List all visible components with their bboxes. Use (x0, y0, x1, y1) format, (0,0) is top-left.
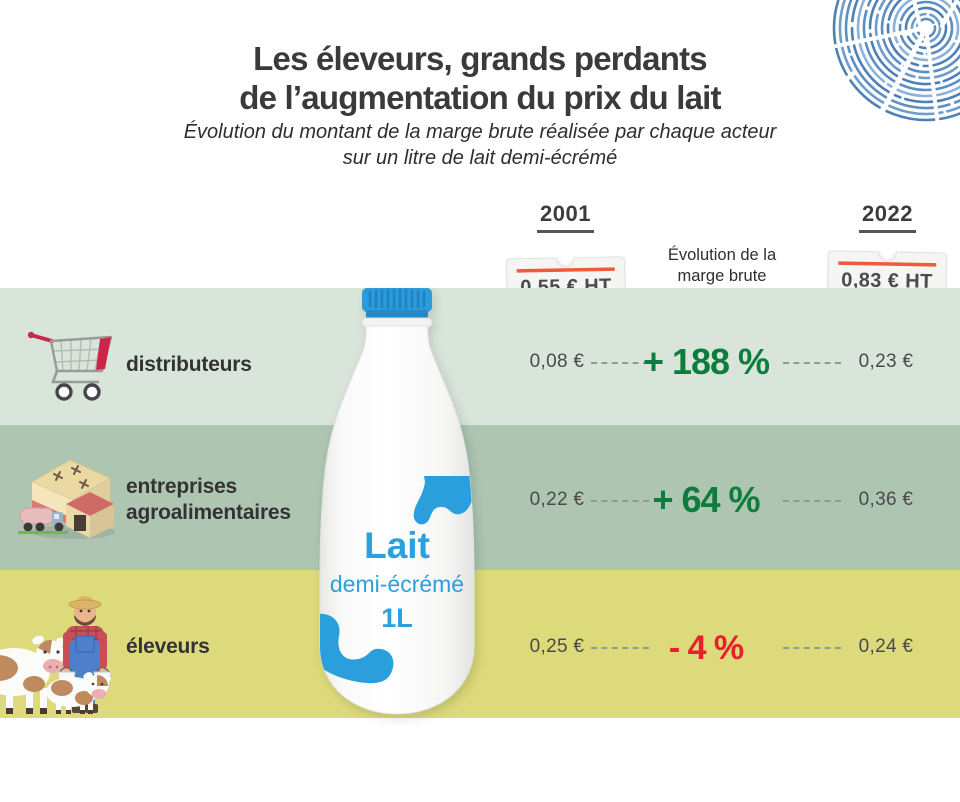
year-2022-text: 2022 (859, 201, 916, 233)
row-band-distributeurs (0, 288, 960, 425)
value-2022-eleveurs: 0,24 € (858, 636, 914, 657)
bottle-volume-text: 1L (381, 603, 413, 633)
cow (0, 635, 68, 714)
evolution-agroalimentaires: + 64 % (652, 479, 760, 520)
evolution-distributeurs: + 188 % (642, 341, 770, 382)
row-label-agroalimentaires: entreprises agroalimentaires (126, 475, 291, 525)
milk-bottle-illustration: Lait demi-écrémé 1L (319, 288, 475, 715)
page-title: Les éleveurs, grands perdants de l’augme… (0, 40, 960, 118)
value-2001-distributeurs: 0,08 € (529, 351, 585, 372)
row-band-eleveurs (0, 570, 960, 718)
row-label-eleveurs: éleveurs (126, 635, 210, 658)
bottle-variant-text: demi-écrémé (330, 571, 464, 597)
value-2001-eleveurs: 0,25 € (529, 636, 585, 657)
farmer-with-cows-icon (0, 596, 112, 714)
dash-connector (591, 647, 649, 649)
row-band-agroalimentaires (0, 425, 960, 570)
year-2001-text: 2001 (537, 201, 594, 233)
title-line-1: Les éleveurs, grands perdants (253, 40, 707, 77)
dash-connector (591, 500, 649, 502)
dash-connector (783, 647, 841, 649)
row-label-distributeurs: distributeurs (126, 353, 252, 376)
dash-connector (783, 362, 841, 364)
value-2022-agroalimentaires: 0,36 € (858, 489, 914, 510)
fingerprint-globe-icon (832, 0, 960, 128)
evolution-column-label: Évolution de la marge brute (637, 245, 807, 288)
subtitle-line-2: sur un litre de lait demi-écrémé (342, 147, 618, 169)
value-2001-agroalimentaires: 0,22 € (529, 489, 585, 510)
value-2022-distributeurs: 0,23 € (858, 351, 914, 372)
bottle-brand-text: Lait (364, 525, 430, 566)
column-header-2001: 2001 (508, 201, 623, 233)
subtitle-line-1: Évolution du montant de la marge brute r… (183, 121, 777, 143)
page-subtitle: Évolution du montant de la marge brute r… (0, 119, 960, 171)
shopping-cart-icon (27, 331, 113, 401)
title-line-2: de l’augmentation du prix du lait (239, 78, 721, 116)
evolution-label-line-2: marge brute (677, 267, 767, 286)
column-header-2022: 2022 (827, 201, 948, 233)
evolution-label-line-1: Évolution de la (667, 246, 777, 264)
factory-icon (18, 459, 115, 539)
evolution-eleveurs: - 4 % (668, 629, 744, 667)
dash-connector (591, 362, 649, 364)
calf (46, 672, 111, 714)
dash-connector (783, 500, 841, 502)
